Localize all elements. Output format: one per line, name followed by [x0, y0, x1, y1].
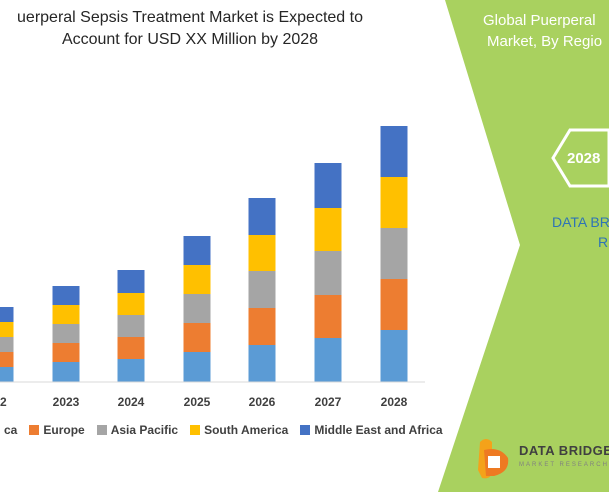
chart-title: uerperal Sepsis Treatment Market is Expe…	[0, 7, 380, 51]
bar-segment-2023-4	[52, 305, 80, 324]
legend-label: Europe	[43, 423, 85, 437]
bar-segment-2024-4	[117, 293, 145, 315]
x-tick-label: 2026	[249, 395, 276, 409]
side-panel-title-line-2: Market, By Regio	[487, 33, 603, 50]
bar-segment-2028-3	[380, 228, 408, 279]
legend-label: ca	[4, 423, 18, 437]
bar-segment-2027-4	[314, 208, 342, 251]
legend-item: Europe	[29, 423, 85, 437]
bar-segment-2024-1	[117, 359, 145, 382]
legend-label: Middle East and Africa	[314, 423, 443, 437]
legend: ca Europe Asia Pacific South America Middle …	[0, 421, 455, 439]
bar-segment-2026-5	[248, 198, 276, 235]
bar-segment-2025-5	[183, 236, 211, 265]
legend-item: Middle East and Africa	[300, 423, 443, 437]
legend-item: ca	[0, 423, 17, 437]
legend-label: Asia Pacific	[110, 423, 179, 437]
x-tick-label: 2027	[315, 395, 342, 409]
bar-segment-2023-3	[52, 324, 80, 343]
bar-segment-2024-3	[117, 315, 145, 337]
side-source-line-2: R	[598, 234, 609, 250]
bar-segment-2025-1	[183, 352, 211, 382]
logo-tagline: MARKET RESEARCH	[519, 462, 609, 468]
bar-segment-2027-1	[314, 338, 342, 382]
hex-year-label: 2028	[567, 150, 601, 167]
bar-segment-2024-5	[117, 270, 145, 293]
bar-segment-2026-4	[248, 235, 276, 271]
bar-segment-22-1	[0, 367, 14, 382]
x-tick-label: 2025	[184, 395, 211, 409]
bar-segment-22-4	[0, 322, 14, 337]
bar-segment-2025-2	[183, 323, 211, 352]
x-tick-label: 2023	[53, 395, 80, 409]
bar-segment-2026-1	[248, 345, 276, 382]
x-tick-label: 2028	[381, 395, 408, 409]
bar-segment-2026-3	[248, 271, 276, 308]
chart-title-line-1: uerperal Sepsis Treatment Market is Expe…	[17, 9, 363, 26]
chart-title-line-2: Account for USD XX Million by 2028	[61, 31, 319, 48]
x-tick-labels: 22 2023 2024 2025 2026 2027 2028	[0, 395, 408, 409]
bar-segment-2023-2	[52, 343, 80, 362]
legend-swatch	[300, 425, 311, 435]
bar-segment-22-2	[0, 352, 14, 367]
x-tick-label: 22	[0, 395, 7, 409]
side-panel-background	[438, 0, 609, 492]
bar-segment-2027-3	[314, 251, 342, 295]
bar-segment-2024-2	[117, 337, 145, 359]
legend-swatch	[96, 425, 107, 435]
year-hexagon-icon	[551, 128, 609, 188]
bar-segment-2023-5	[52, 286, 80, 305]
bar-segment-2028-1	[380, 330, 408, 382]
side-panel-title-line-1: Global Puerperal	[483, 12, 596, 29]
side-panel-title: Global Puerperal Market, By Regio	[483, 10, 602, 52]
bars-group	[0, 126, 408, 382]
legend-swatch	[29, 425, 40, 435]
logo-icon	[478, 439, 509, 479]
logo-name: DATA BRIDGE	[519, 443, 609, 458]
bar-segment-2028-4	[380, 177, 408, 228]
x-tick-label: 2024	[118, 395, 145, 409]
side-source-line-1: DATA BR	[552, 214, 609, 230]
bar-segment-22-5	[0, 307, 14, 322]
bar-segment-2028-2	[380, 279, 408, 330]
legend-swatch	[190, 425, 201, 435]
legend-label: South America	[204, 423, 289, 437]
bar-segment-22-3	[0, 337, 14, 352]
bar-segment-2028-5	[380, 126, 408, 177]
bar-segment-2025-3	[183, 294, 211, 323]
bar-segment-2025-4	[183, 265, 211, 294]
bar-segment-2027-2	[314, 295, 342, 338]
bar-segment-2026-2	[248, 308, 276, 345]
legend-item: South America	[190, 423, 288, 437]
bar-segment-2027-5	[314, 163, 342, 208]
legend-item: Asia Pacific	[96, 423, 179, 437]
bar-segment-2023-1	[52, 362, 80, 382]
